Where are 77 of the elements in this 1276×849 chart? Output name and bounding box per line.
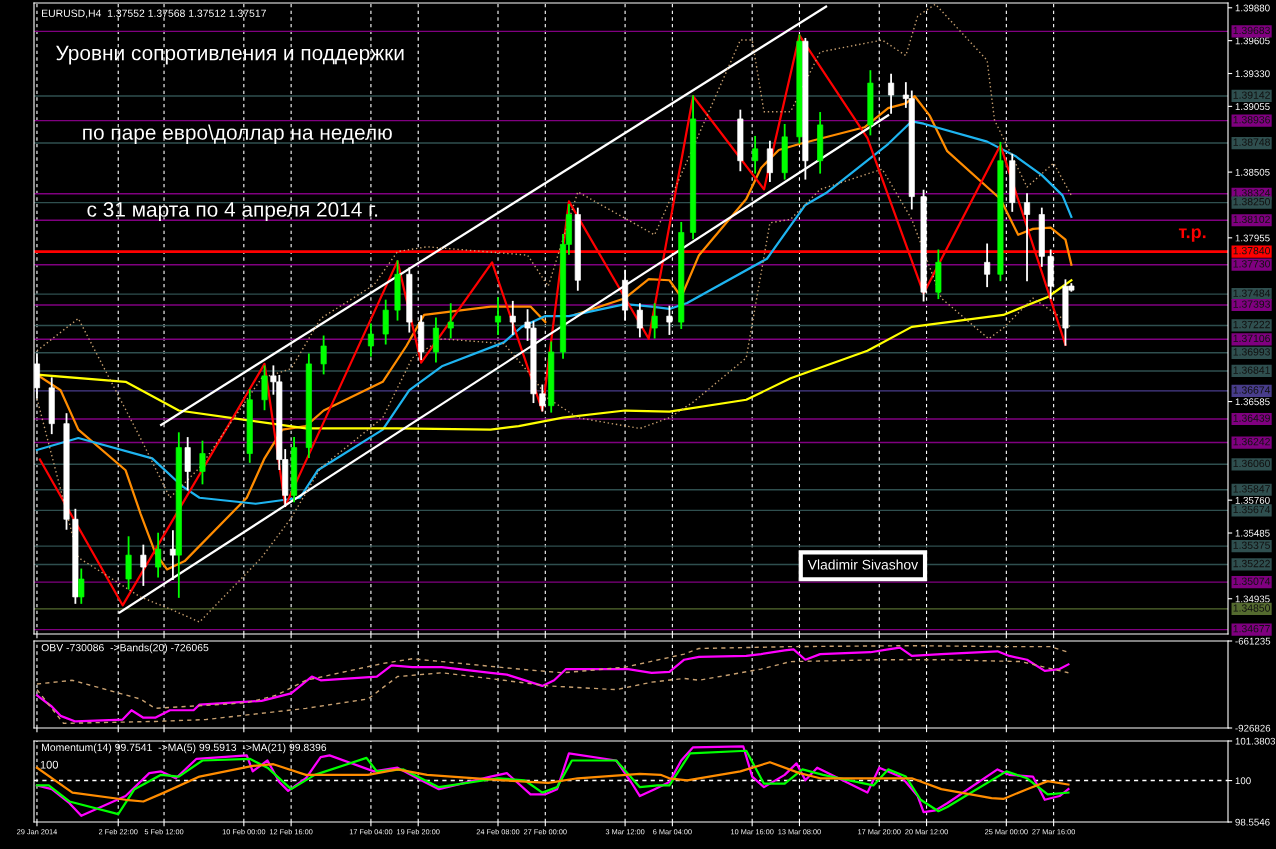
line-series: [35, 761, 1070, 803]
candlestick: [367, 323, 374, 357]
y-tick-label: 1.39055: [1235, 103, 1270, 110]
candlestick: [78, 568, 85, 604]
y-tick-label: 1.39605: [1235, 37, 1270, 45]
line-series: [36, 659, 1070, 725]
annotation: 100: [40, 760, 59, 769]
y-tick-label: 101.3803: [1235, 737, 1276, 745]
annotation: по паре евро\доллар на неделю: [83, 124, 392, 144]
candlestick: [509, 300, 516, 335]
ref-line-label: 1.35074: [1233, 577, 1271, 585]
ref-line-label: 1.38324: [1233, 189, 1271, 197]
y-tick-label: 98.5546: [1235, 818, 1270, 826]
ref-line-label: 1.34850: [1233, 604, 1271, 612]
chart-title: OBV -730086 ->Bands(20) -726065: [41, 643, 209, 654]
ref-line-label: 1.37106: [1233, 334, 1270, 343]
y-tick-label: 1.34935: [1235, 595, 1270, 603]
annotation: Уровни сопротивления и поддержки: [56, 45, 404, 65]
chart-title: Momentum(14) 99.7541 ->MA(5) 99.5913 ->MA(21) 99.8396: [42, 743, 327, 754]
candlestick: [766, 140, 773, 182]
y-tick-label: 1.36585: [1235, 398, 1270, 406]
ref-line-label: 1.37393: [1233, 300, 1270, 308]
candlestick: [447, 303, 454, 339]
ref-line-label: 1.36060: [1233, 459, 1271, 468]
y-tick-label: 1.39880: [1235, 4, 1270, 12]
line-series: [35, 120, 1073, 505]
annotation: т.р.: [1178, 228, 1206, 242]
ref-line-label: 1.36439: [1233, 414, 1270, 422]
candlestick: [169, 530, 176, 580]
annotation: Vladimir Sivashov: [807, 559, 919, 570]
candlestick: [155, 532, 162, 578]
ref-line-label: 1.36841: [1233, 366, 1270, 374]
candlestick: [199, 440, 206, 485]
ref-line-label: 1.38936: [1233, 116, 1270, 124]
candlestick: [184, 437, 191, 491]
candlestick: [752, 135, 759, 174]
ref-line-label: 1.34677: [1233, 625, 1270, 633]
candlestick: [320, 335, 327, 375]
ref-line-label: 1.38250: [1233, 198, 1271, 206]
y-tick-label: 1.35485: [1235, 529, 1270, 537]
ref-line-label: 1.35375: [1233, 541, 1270, 549]
candlestick: [261, 365, 268, 411]
ref-line-label: 1.36242: [1233, 437, 1270, 446]
ref-line-label: 1.37484: [1233, 289, 1271, 297]
ref-line-label: 1.39142: [1233, 91, 1270, 99]
text: EURUSD,H4 1.37552 1.37568 1.37512 1.37517: [42, 9, 266, 19]
ref-line-label: 1.37840: [1233, 247, 1271, 255]
ref-line-label: 1.38102: [1233, 215, 1270, 224]
candlestick: [636, 303, 643, 338]
y-tick-label: 1.35760: [1235, 496, 1270, 504]
ref-line-label: 1.35847: [1233, 485, 1270, 493]
candlestick: [984, 243, 991, 288]
candlestick: [1024, 193, 1031, 282]
line-series: [36, 168, 1073, 623]
candlestick: [888, 73, 895, 114]
ref-line-label: 1.35222: [1233, 559, 1270, 568]
candlestick: [495, 297, 502, 335]
y-tick-label: -926826: [1235, 724, 1271, 732]
ref-line-label: 1.37222: [1233, 320, 1270, 329]
candlestick: [432, 317, 439, 363]
candlestick: [125, 536, 132, 590]
ref-line-label: 1.35674: [1233, 505, 1271, 514]
y-tick-label: 1.39330: [1235, 70, 1270, 78]
ref-line-label: 1.36993: [1233, 348, 1270, 356]
ref-line-label: 1.38748: [1233, 138, 1270, 146]
annotation: с 31 марта по 4 апреля 2014 г.: [87, 202, 378, 221]
line-series: [36, 3, 1073, 499]
y-tick-label: 1.37955: [1235, 234, 1270, 242]
candlestick: [140, 544, 147, 586]
candlestick: [382, 299, 389, 345]
y-tick-label: 1.38505: [1235, 168, 1270, 176]
y-tick-label: -661235: [1235, 637, 1271, 645]
ref-line-label: 1.39683: [1233, 26, 1270, 35]
ref-line-label: 1.36674: [1233, 386, 1271, 394]
ref-line-label: 1.37730: [1233, 260, 1271, 268]
candlestick: [651, 303, 658, 339]
y-tick-label: 100: [1235, 777, 1251, 785]
